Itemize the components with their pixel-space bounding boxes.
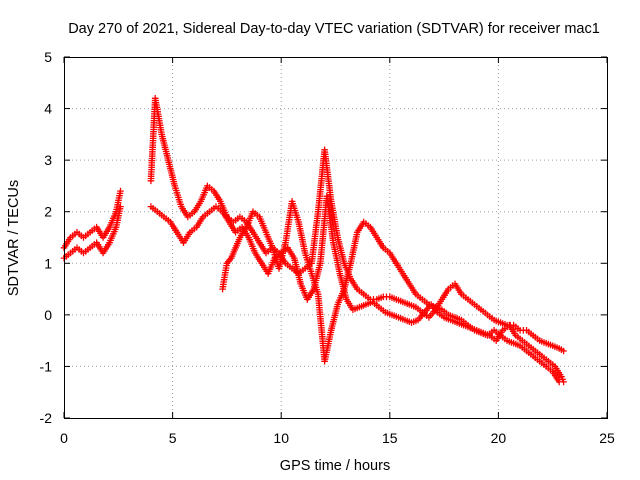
plot-frame <box>64 57 608 419</box>
grid-lines <box>64 57 607 418</box>
y-tick-label: -2 <box>40 410 53 426</box>
y-tick-label: 1 <box>44 255 52 271</box>
series-trace-a <box>60 187 124 252</box>
x-axis-ticks: 0 5 10 15 20 25 <box>60 57 615 446</box>
y-tick-label: 3 <box>44 152 52 168</box>
x-tick-label: 15 <box>382 430 398 446</box>
series-trace-b <box>60 203 124 262</box>
series-trace-e <box>219 198 563 386</box>
data-points <box>60 95 567 386</box>
data-point <box>117 187 124 195</box>
x-tick-label: 25 <box>599 430 615 446</box>
y-tick-label: 2 <box>44 204 52 220</box>
x-tick-label: 10 <box>273 430 289 446</box>
data-point <box>560 347 567 355</box>
series-trace-c <box>147 95 567 355</box>
x-axis-label: GPS time / hours <box>280 458 390 474</box>
x-tick-label: 20 <box>491 430 507 446</box>
series-trace-d <box>147 192 567 386</box>
data-point <box>555 378 563 386</box>
y-tick-label: 4 <box>44 101 52 117</box>
y-tick-label: -1 <box>40 358 53 374</box>
chart-title: Day 270 of 2021, Sidereal Day-to-day VTE… <box>68 21 600 37</box>
y-tick-label: 5 <box>44 49 52 65</box>
y-axis-label: SDTVAR / TECUs <box>6 180 22 296</box>
y-tick-label: 0 <box>44 307 52 323</box>
x-tick-label: 0 <box>60 430 68 446</box>
x-tick-label: 5 <box>169 430 177 446</box>
data-point <box>117 203 124 210</box>
